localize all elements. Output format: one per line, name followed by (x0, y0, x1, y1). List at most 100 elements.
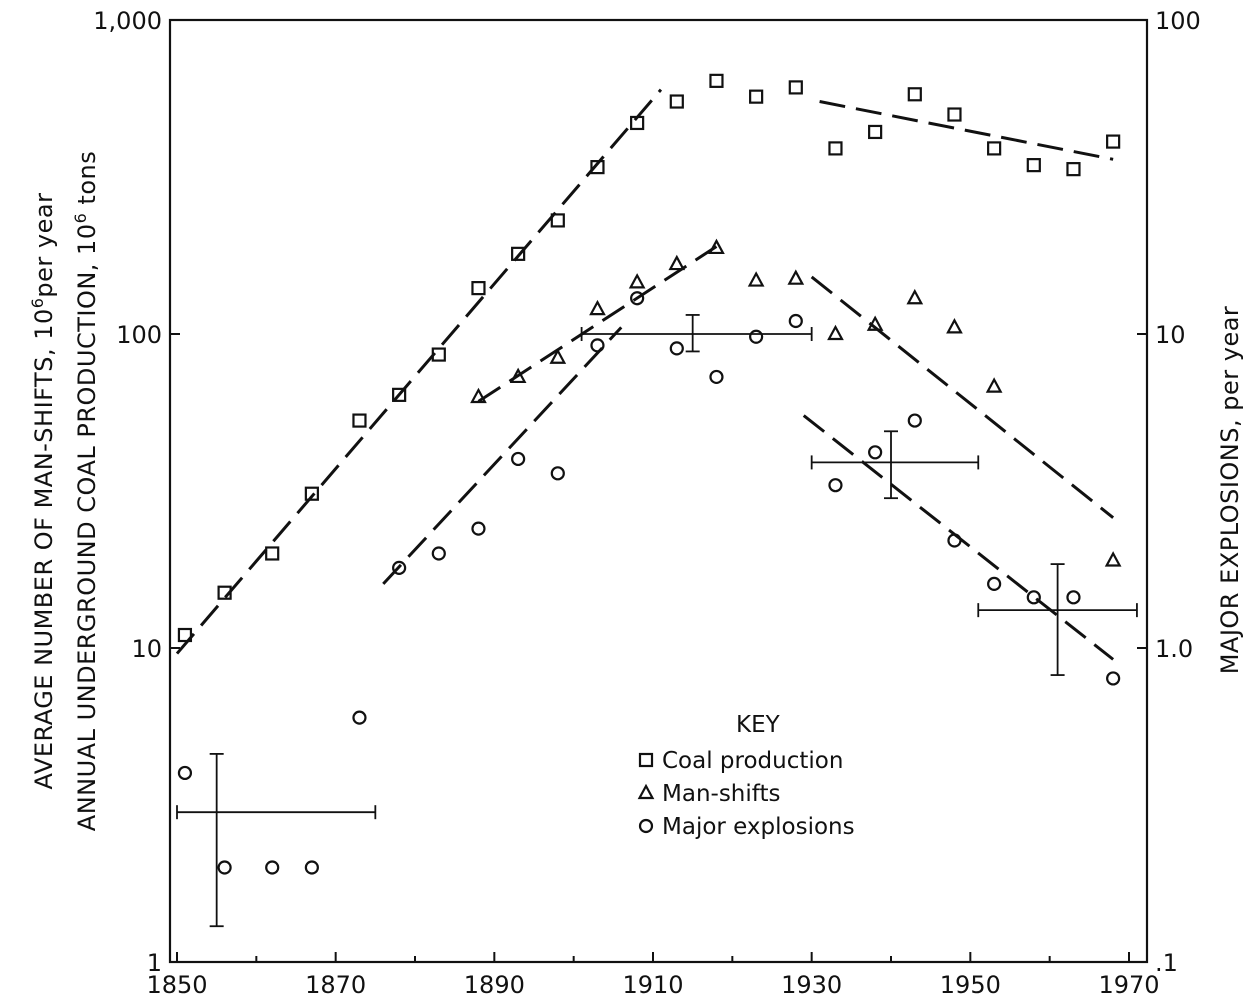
trend-line (477, 245, 718, 403)
point-coal-production (1026, 158, 1041, 173)
point-coal-production (177, 627, 193, 643)
x-tick-label: 1970 (1098, 971, 1159, 999)
legend-marker-coal-production (638, 752, 654, 768)
point-major-explosions (431, 546, 446, 561)
y-right-tick-labels: .1 1.0 10 100 (1155, 7, 1201, 977)
point-coal-production (352, 413, 367, 428)
point-major-explosions (868, 445, 883, 460)
point-man-shifts (628, 273, 646, 289)
point-major-explosions (828, 478, 843, 493)
point-coal-production (304, 486, 319, 501)
point-coal-production (1066, 162, 1081, 177)
point-coal-production (907, 87, 922, 102)
x-tick-label: 1870 (305, 971, 366, 999)
point-coal-production (217, 585, 232, 600)
point-major-explosions (177, 765, 193, 781)
legend-label-major-explosions: Major explosions (662, 814, 855, 840)
point-man-shifts (985, 377, 1003, 393)
y-axis-left-title-line2: ANNUAL UNDERGROUND COAL PRODUCTION, 106 … (71, 151, 101, 831)
point-coal-production (511, 246, 526, 261)
legend-title: KEY (736, 712, 781, 738)
y-left-tick-label: 1 (147, 949, 162, 977)
trend-line (382, 326, 623, 585)
legend-label-coal-production: Coal production (662, 748, 843, 774)
point-major-explosions (304, 860, 319, 875)
point-major-explosions (217, 860, 232, 875)
legend-marker-major-explosions (638, 818, 654, 834)
point-major-explosions (987, 576, 1002, 592)
point-major-explosions (947, 533, 962, 548)
point-coal-production (392, 387, 407, 402)
axis-ticks (170, 19, 1147, 963)
y-left-tick-label: 1,000 (93, 7, 162, 35)
trend-line (810, 275, 1115, 519)
y-right-tick-label: 100 (1155, 7, 1201, 35)
y-right-tick-label: 1.0 (1155, 635, 1193, 663)
trend-line (819, 100, 1114, 161)
point-coal-production (868, 124, 883, 140)
legend: KEY Coal production Man-shifts Major exp… (637, 712, 855, 840)
plot-frame (168, 18, 1149, 964)
point-man-shifts (1104, 551, 1122, 567)
y-right-tick-label: .1 (1155, 949, 1178, 977)
y-axis-right-title: MAJOR EXPLOSIONS, per year (1216, 306, 1244, 675)
error-bars (176, 314, 1138, 928)
point-man-shifts (946, 318, 963, 334)
point-man-shifts (509, 367, 527, 384)
point-major-explosions (590, 338, 605, 353)
point-major-explosions (749, 329, 764, 344)
point-coal-production (788, 80, 803, 95)
point-major-explosions (669, 341, 684, 356)
point-man-shifts (906, 288, 924, 305)
trend-lines (175, 88, 1115, 661)
point-coal-production (828, 141, 843, 156)
point-major-explosions (709, 369, 724, 385)
point-major-explosions (352, 710, 367, 725)
x-tick-label: 1930 (781, 971, 842, 999)
point-man-shifts (747, 271, 765, 287)
point-coal-production (1106, 134, 1121, 149)
y-left-tick-label: 100 (116, 321, 162, 349)
x-tick-label: 1890 (464, 971, 525, 999)
point-major-explosions (1106, 671, 1121, 686)
point-major-explosions (1026, 590, 1041, 605)
point-coal-production (987, 141, 1002, 156)
point-coal-production (590, 160, 605, 175)
point-man-shifts (866, 315, 884, 331)
point-coal-production (550, 213, 565, 228)
point-coal-production (947, 107, 962, 122)
point-man-shifts (549, 348, 567, 364)
x-tick-label: 1910 (622, 971, 683, 999)
point-coal-production (749, 89, 764, 104)
trend-line (175, 88, 663, 655)
point-major-explosions (392, 560, 407, 575)
point-major-explosions (511, 451, 526, 467)
x-tick-label: 1850 (146, 971, 207, 999)
point-major-explosions (630, 291, 645, 306)
point-major-explosions (550, 466, 565, 481)
point-man-shifts (470, 387, 487, 404)
point-major-explosions (1066, 590, 1081, 605)
x-tick-labels: 1850 1870 1890 1910 1930 1950 1970 (146, 971, 1159, 999)
point-man-shifts (827, 324, 844, 341)
y-left-tick-labels: 1 10 100 1,000 (93, 7, 162, 977)
point-coal-production (709, 73, 724, 88)
point-major-explosions (907, 413, 922, 428)
y-right-tick-label: 10 (1155, 321, 1186, 349)
y-axis-left-title-line1: AVERAGE NUMBER OF MAN-SHIFTS, 106per yea… (28, 193, 58, 790)
data-markers (177, 73, 1122, 875)
point-coal-production (630, 115, 645, 131)
y-left-tick-label: 10 (131, 635, 162, 663)
point-man-shifts (708, 238, 725, 255)
legend-marker-man-shifts (637, 783, 655, 800)
point-man-shifts (787, 269, 805, 285)
point-coal-production (669, 94, 684, 109)
point-coal-production (471, 281, 486, 296)
point-man-shifts (668, 254, 686, 271)
point-coal-production (431, 347, 446, 362)
point-major-explosions (471, 521, 486, 536)
point-man-shifts (589, 299, 606, 316)
point-major-explosions (788, 313, 803, 329)
x-tick-label: 1950 (940, 971, 1001, 999)
